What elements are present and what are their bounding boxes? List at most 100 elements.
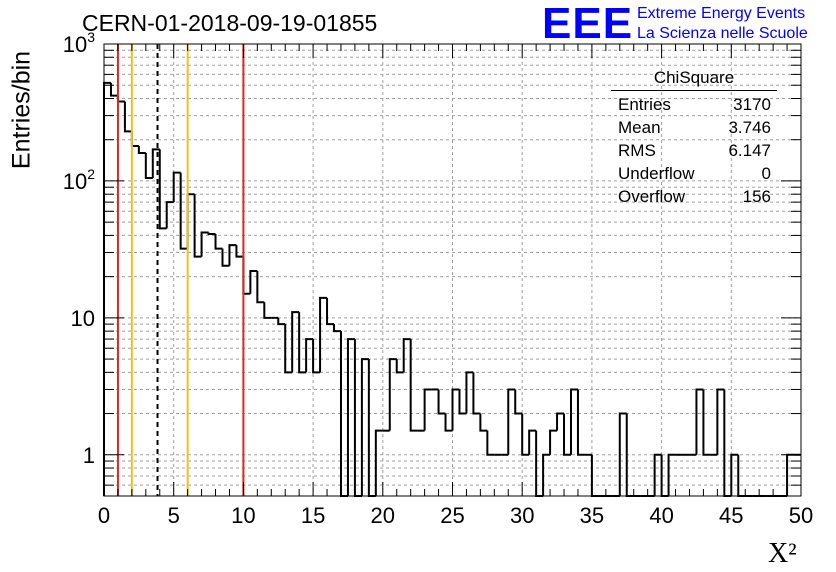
histogram-bin bbox=[444, 413, 453, 432]
histogram-bin bbox=[521, 413, 530, 456]
stats-value: 156 bbox=[742, 187, 771, 206]
histogram-bin bbox=[465, 371, 474, 414]
histogram-bin bbox=[284, 324, 293, 374]
histogram-bin bbox=[451, 388, 460, 431]
histogram-bin bbox=[423, 388, 432, 431]
stats-value: 3.746 bbox=[728, 118, 771, 137]
histogram-bin bbox=[458, 389, 467, 415]
histogram-bin bbox=[214, 233, 223, 250]
histogram-bin bbox=[569, 388, 578, 455]
chart-title: CERN-01-2018-09-19-01855 bbox=[82, 10, 378, 36]
histogram-bin bbox=[221, 248, 230, 267]
histogram-bin bbox=[542, 453, 551, 496]
histogram-bin bbox=[137, 145, 146, 154]
histogram-bin bbox=[535, 430, 544, 497]
logo-caption-2: La Scienza nelle Scuole bbox=[637, 25, 808, 42]
histogram-bin bbox=[291, 311, 300, 373]
stats-row-mean: Mean 3.746 bbox=[611, 116, 777, 139]
histogram-bin bbox=[263, 302, 272, 319]
stats-label: Mean bbox=[618, 118, 661, 137]
histogram-bin bbox=[109, 82, 118, 97]
stats-row-entries: Entries 3170 bbox=[611, 93, 777, 116]
x-tick-label: 0 bbox=[98, 503, 110, 528]
x-axis-label: X² bbox=[768, 538, 797, 569]
histogram-bin bbox=[235, 245, 244, 258]
histogram-bin bbox=[374, 429, 383, 496]
histogram-bin bbox=[144, 152, 153, 180]
histogram-bin bbox=[165, 201, 174, 229]
histogram-bin bbox=[312, 339, 321, 374]
histogram-bin bbox=[472, 372, 481, 415]
stats-title: ChiSquare bbox=[611, 68, 777, 91]
histogram-bin bbox=[507, 388, 516, 455]
histogram-bin bbox=[556, 412, 565, 431]
x-tick-label: 25 bbox=[440, 503, 464, 528]
x-tick-label: 15 bbox=[301, 503, 325, 528]
stats-row-overflow: Overflow 156 bbox=[611, 185, 777, 208]
stats-label: Overflow bbox=[618, 187, 686, 206]
histogram-bin bbox=[277, 317, 286, 326]
histogram-bin bbox=[716, 388, 725, 455]
x-tick-label: 40 bbox=[649, 503, 673, 528]
tick-labels: 0 5 10 15 20 25 30 35 40 45 50 1 10 102 103 bbox=[63, 29, 814, 528]
histogram-bin bbox=[667, 453, 676, 496]
histogram-bin bbox=[618, 412, 627, 496]
y-tick-label: 103 bbox=[63, 29, 95, 57]
histogram-bin bbox=[228, 244, 237, 266]
histogram-bin bbox=[576, 389, 585, 456]
stats-value: 3170 bbox=[733, 95, 771, 114]
grid-layer bbox=[104, 44, 801, 496]
stats-row-underflow: Underflow 0 bbox=[611, 162, 777, 185]
stats-label: Entries bbox=[618, 95, 671, 114]
eee-logo: EEE bbox=[542, 0, 634, 48]
y-tick-label: 1 bbox=[83, 443, 95, 468]
histogram-bin bbox=[172, 171, 181, 203]
y-tick-label: 10 bbox=[71, 306, 95, 331]
y-axis-label: Entries/bin bbox=[7, 50, 36, 170]
histogram-bin bbox=[158, 149, 167, 230]
histogram-bin bbox=[549, 429, 558, 455]
x-tick-label: 30 bbox=[510, 503, 534, 528]
histogram-bin bbox=[298, 312, 307, 374]
histogram-bin bbox=[326, 297, 335, 326]
histogram-bin bbox=[695, 388, 704, 455]
x-tick-label: 50 bbox=[789, 503, 813, 528]
histogram-bin bbox=[151, 148, 160, 179]
x-tick-label: 45 bbox=[719, 503, 743, 528]
histogram-bin bbox=[200, 231, 209, 257]
logo-caption-1: Extreme Energy Events bbox=[637, 5, 806, 22]
reference-lines bbox=[116, 44, 245, 496]
stats-row-rms: RMS 6.147 bbox=[611, 139, 777, 162]
histogram-bin bbox=[242, 256, 251, 295]
y-tick-label: 102 bbox=[63, 166, 95, 194]
stats-label: RMS bbox=[618, 141, 656, 160]
stats-box: ChiSquare Entries 3170 Mean 3.746 RMS 6.… bbox=[611, 68, 777, 210]
histogram-bin bbox=[103, 81, 111, 496]
histogram-bin bbox=[179, 172, 188, 250]
histogram-bin bbox=[123, 101, 132, 133]
histogram-bin bbox=[514, 389, 523, 415]
x-tick-label: 10 bbox=[231, 503, 255, 528]
histogram-bin bbox=[653, 453, 662, 496]
histogram-bin bbox=[249, 269, 258, 294]
histogram-bin bbox=[388, 358, 397, 431]
axis-ticks bbox=[103, 43, 802, 497]
histogram-bin bbox=[360, 358, 369, 496]
histogram-bin bbox=[256, 270, 265, 304]
histogram-bin bbox=[486, 430, 495, 456]
stats-label: Underflow bbox=[618, 164, 695, 183]
histogram-bin bbox=[528, 429, 537, 455]
histogram-bin bbox=[305, 338, 314, 373]
histogram-bin bbox=[409, 339, 418, 432]
histogram-bin bbox=[319, 296, 328, 373]
histogram-bin bbox=[353, 339, 362, 497]
histogram-bin bbox=[437, 389, 446, 415]
histogram-bin bbox=[563, 413, 571, 456]
histogram-bin bbox=[193, 194, 202, 258]
histogram-bin bbox=[367, 359, 376, 497]
x-tick-label: 20 bbox=[371, 503, 395, 528]
histogram-bin bbox=[130, 131, 139, 147]
histogram-bin bbox=[333, 324, 341, 333]
stats-value: 0 bbox=[761, 164, 771, 183]
